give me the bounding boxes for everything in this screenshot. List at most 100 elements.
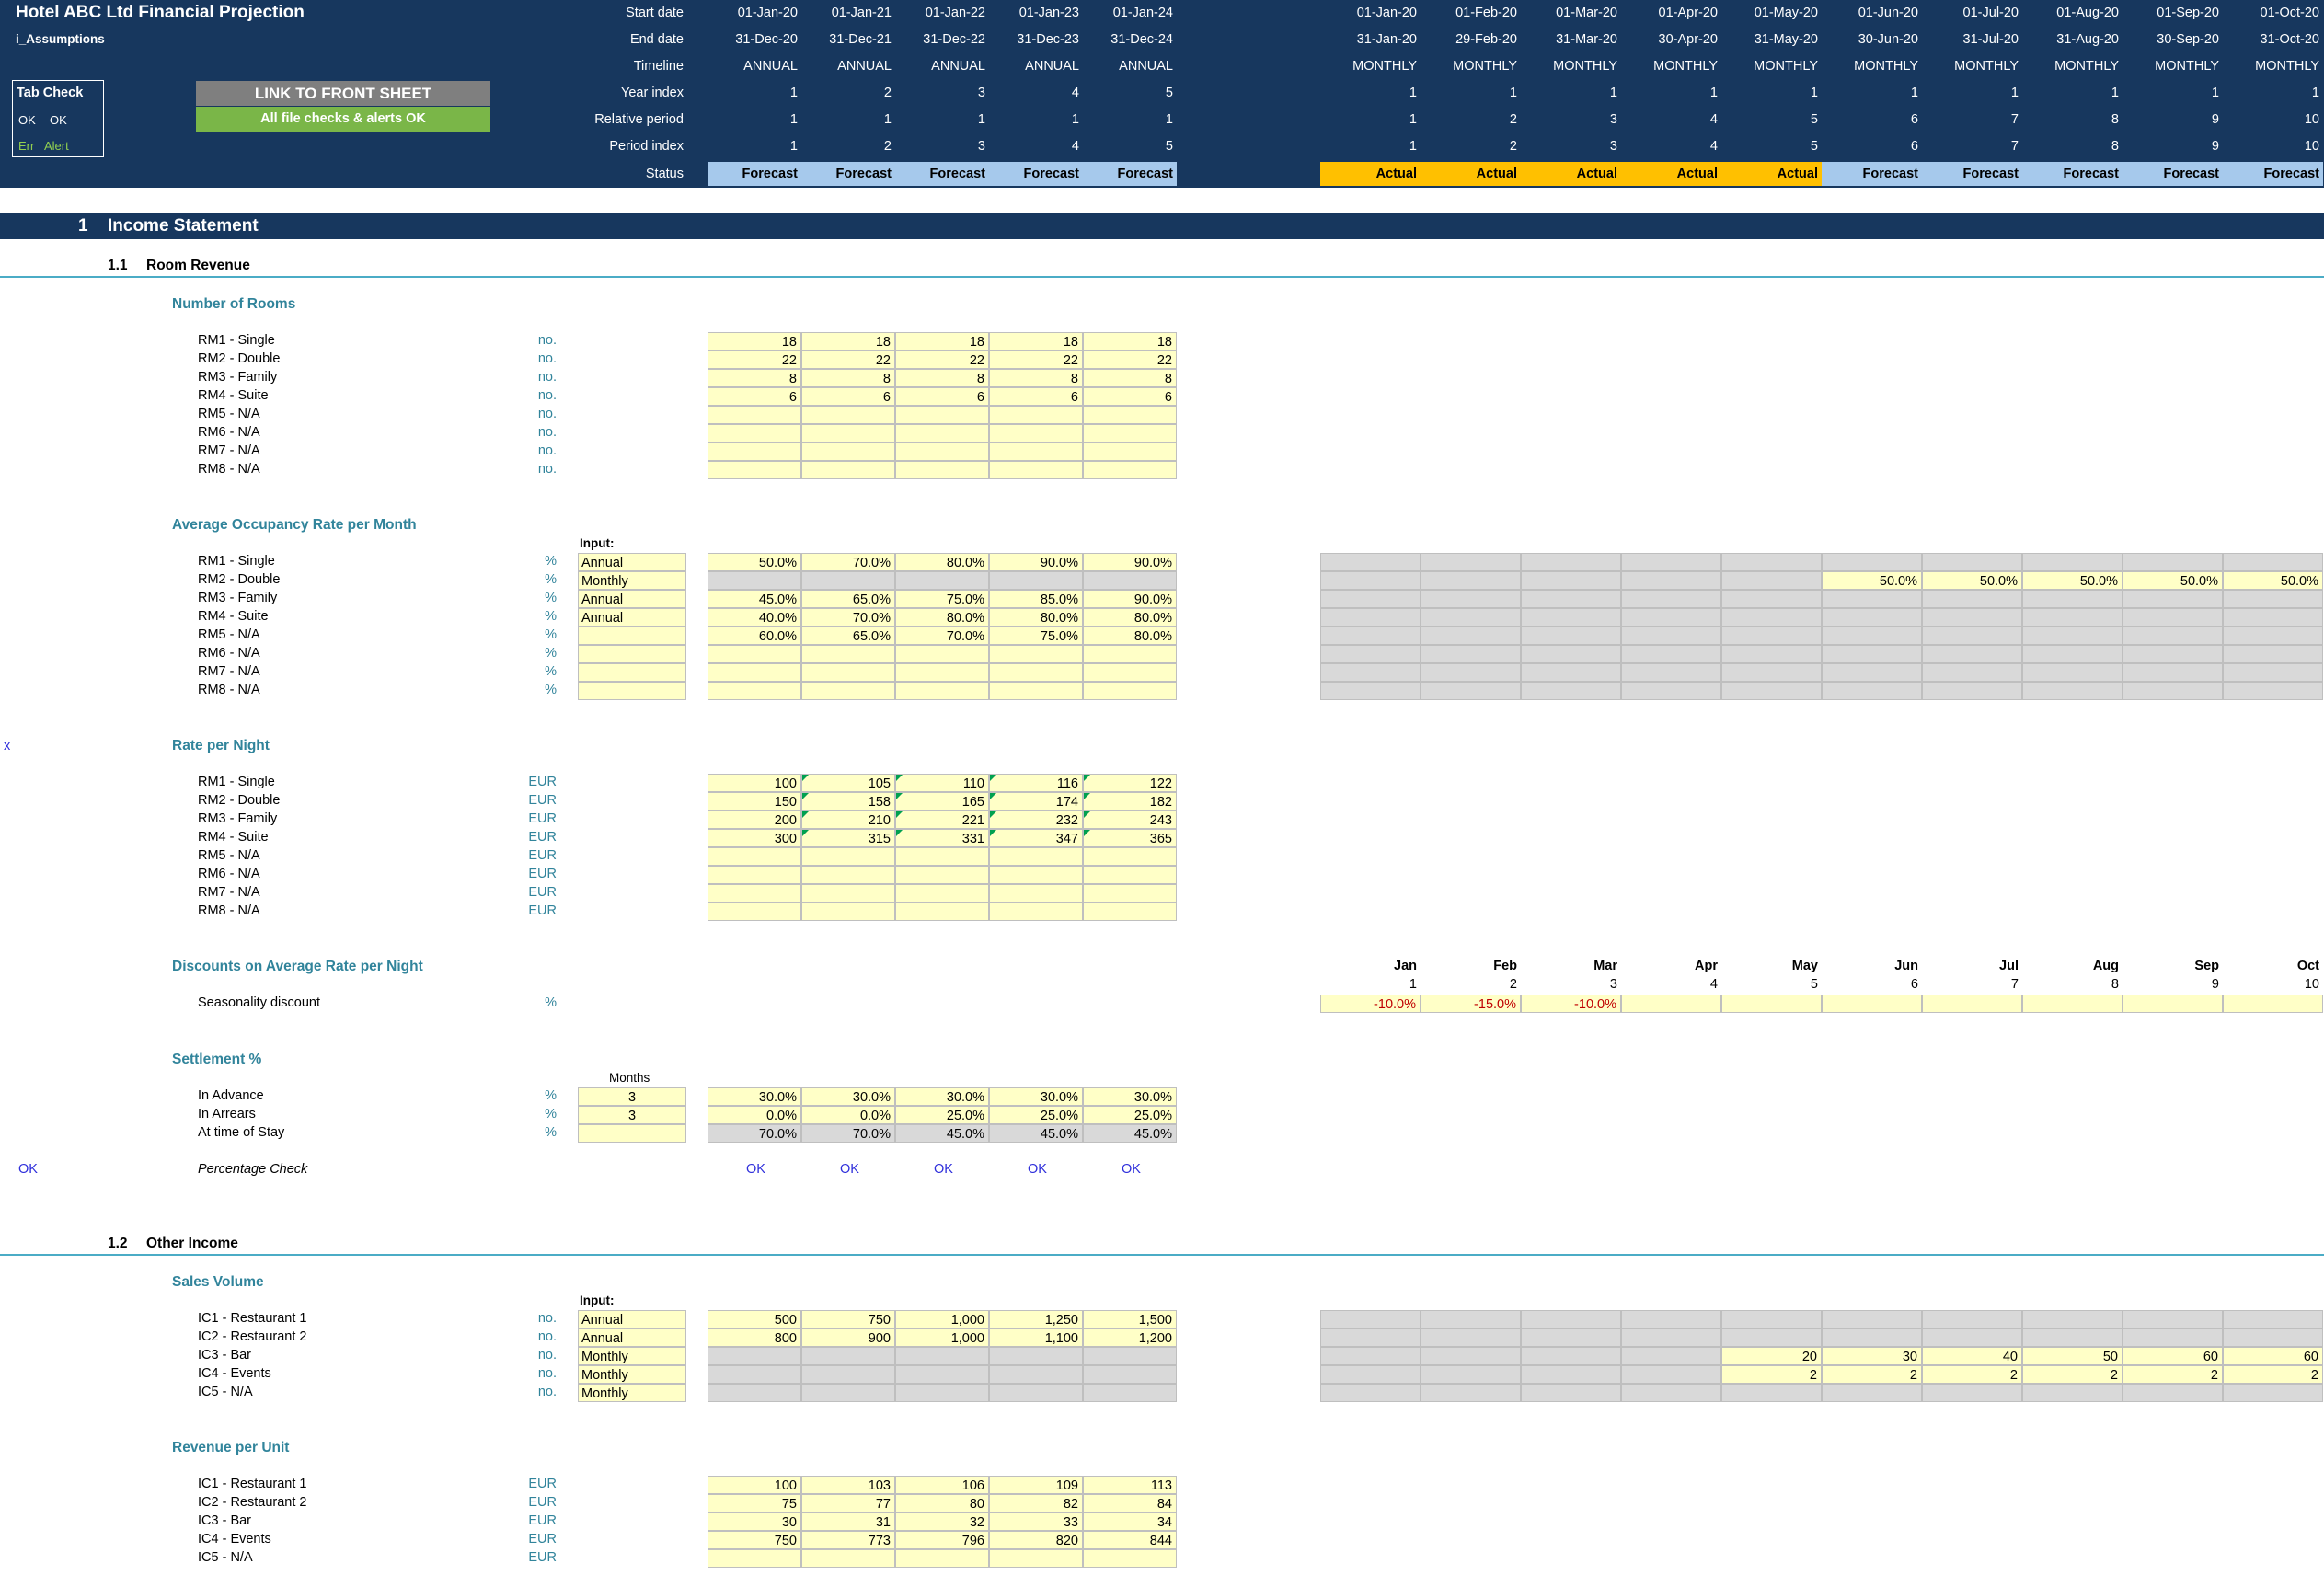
- settlement-months-input[interactable]: 3: [578, 1087, 686, 1106]
- value-cell[interactable]: [1083, 847, 1177, 866]
- value-cell[interactable]: [1083, 645, 1177, 663]
- monthly-cell[interactable]: 50: [2022, 1347, 2123, 1365]
- seasonality-discount-cell[interactable]: -15.0%: [1421, 995, 1521, 1013]
- value-cell[interactable]: 30.0%: [801, 1087, 895, 1106]
- value-cell[interactable]: [801, 884, 895, 903]
- seasonality-discount-cell[interactable]: [1621, 995, 1721, 1013]
- input-mode-select[interactable]: Annual: [578, 553, 686, 571]
- value-cell[interactable]: [895, 645, 989, 663]
- value-cell[interactable]: 165: [895, 792, 989, 811]
- value-cell[interactable]: 18: [801, 332, 895, 351]
- value-cell[interactable]: 70.0%: [895, 627, 989, 645]
- value-cell[interactable]: [1083, 903, 1177, 921]
- value-cell[interactable]: [895, 682, 989, 700]
- input-mode-select[interactable]: Monthly: [578, 1365, 686, 1384]
- input-mode-select[interactable]: [578, 645, 686, 663]
- value-cell[interactable]: [1083, 866, 1177, 884]
- value-cell[interactable]: 844: [1083, 1531, 1177, 1549]
- monthly-cell[interactable]: 50.0%: [2022, 571, 2123, 590]
- value-cell[interactable]: 33: [989, 1512, 1083, 1531]
- value-cell[interactable]: 30.0%: [989, 1087, 1083, 1106]
- value-cell[interactable]: 6: [989, 387, 1083, 406]
- value-cell[interactable]: 1,000: [895, 1310, 989, 1328]
- value-cell[interactable]: [895, 424, 989, 443]
- value-cell[interactable]: 221: [895, 811, 989, 829]
- value-cell[interactable]: [801, 903, 895, 921]
- value-cell[interactable]: [895, 406, 989, 424]
- value-cell[interactable]: 1,250: [989, 1310, 1083, 1328]
- value-cell[interactable]: 1,500: [1083, 1310, 1177, 1328]
- value-cell[interactable]: 900: [801, 1328, 895, 1347]
- monthly-cell[interactable]: 2: [2223, 1365, 2323, 1384]
- value-cell[interactable]: 796: [895, 1531, 989, 1549]
- value-cell[interactable]: [1083, 443, 1177, 461]
- value-cell[interactable]: [1083, 663, 1177, 682]
- monthly-cell[interactable]: 50.0%: [2123, 571, 2223, 590]
- value-cell[interactable]: [708, 903, 801, 921]
- value-cell[interactable]: [801, 406, 895, 424]
- value-cell[interactable]: 750: [708, 1531, 801, 1549]
- value-cell[interactable]: [708, 461, 801, 479]
- value-cell[interactable]: 1,100: [989, 1328, 1083, 1347]
- input-mode-select[interactable]: Annual: [578, 1328, 686, 1347]
- value-cell[interactable]: [801, 461, 895, 479]
- value-cell[interactable]: 18: [895, 332, 989, 351]
- value-cell[interactable]: 750: [801, 1310, 895, 1328]
- value-cell[interactable]: 100: [708, 1476, 801, 1494]
- input-mode-select[interactable]: Annual: [578, 1310, 686, 1328]
- value-cell[interactable]: 85.0%: [989, 590, 1083, 608]
- input-mode-select[interactable]: Annual: [578, 608, 686, 627]
- value-cell[interactable]: 45.0%: [708, 590, 801, 608]
- value-cell[interactable]: 80: [895, 1494, 989, 1512]
- value-cell[interactable]: 300: [708, 829, 801, 847]
- value-cell[interactable]: 90.0%: [989, 553, 1083, 571]
- monthly-cell[interactable]: 50.0%: [2223, 571, 2323, 590]
- value-cell[interactable]: [989, 682, 1083, 700]
- value-cell[interactable]: 84: [1083, 1494, 1177, 1512]
- value-cell[interactable]: 315: [801, 829, 895, 847]
- value-cell[interactable]: 800: [708, 1328, 801, 1347]
- value-cell[interactable]: 18: [708, 332, 801, 351]
- value-cell[interactable]: [989, 424, 1083, 443]
- value-cell[interactable]: 50.0%: [708, 553, 801, 571]
- value-cell[interactable]: 243: [1083, 811, 1177, 829]
- value-cell[interactable]: 200: [708, 811, 801, 829]
- monthly-cell[interactable]: 2: [1721, 1365, 1822, 1384]
- value-cell[interactable]: [801, 443, 895, 461]
- input-mode-select[interactable]: [578, 663, 686, 682]
- value-cell[interactable]: 80.0%: [895, 553, 989, 571]
- input-mode-select[interactable]: Monthly: [578, 1347, 686, 1365]
- value-cell[interactable]: [895, 443, 989, 461]
- value-cell[interactable]: 70.0%: [801, 553, 895, 571]
- value-cell[interactable]: 77: [801, 1494, 895, 1512]
- seasonality-discount-cell[interactable]: [2022, 995, 2123, 1013]
- value-cell[interactable]: 8: [989, 369, 1083, 387]
- value-cell[interactable]: 40.0%: [708, 608, 801, 627]
- value-cell[interactable]: [708, 682, 801, 700]
- value-cell[interactable]: [801, 847, 895, 866]
- value-cell[interactable]: 105: [801, 774, 895, 792]
- seasonality-discount-cell[interactable]: [1721, 995, 1822, 1013]
- value-cell[interactable]: 8: [801, 369, 895, 387]
- value-cell[interactable]: 30.0%: [895, 1087, 989, 1106]
- value-cell[interactable]: 75.0%: [989, 627, 1083, 645]
- seasonality-discount-cell[interactable]: -10.0%: [1320, 995, 1421, 1013]
- value-cell[interactable]: 1,000: [895, 1328, 989, 1347]
- value-cell[interactable]: [1083, 424, 1177, 443]
- monthly-cell[interactable]: 2: [1822, 1365, 1922, 1384]
- input-mode-select[interactable]: Monthly: [578, 571, 686, 590]
- value-cell[interactable]: 820: [989, 1531, 1083, 1549]
- value-cell[interactable]: 22: [895, 351, 989, 369]
- value-cell[interactable]: [801, 682, 895, 700]
- value-cell[interactable]: [989, 866, 1083, 884]
- value-cell[interactable]: 8: [708, 369, 801, 387]
- value-cell[interactable]: 75: [708, 1494, 801, 1512]
- value-cell[interactable]: 174: [989, 792, 1083, 811]
- value-cell[interactable]: 18: [989, 332, 1083, 351]
- value-cell[interactable]: 22: [989, 351, 1083, 369]
- value-cell[interactable]: 773: [801, 1531, 895, 1549]
- value-cell[interactable]: 106: [895, 1476, 989, 1494]
- monthly-cell[interactable]: 60: [2123, 1347, 2223, 1365]
- value-cell[interactable]: 500: [708, 1310, 801, 1328]
- value-cell[interactable]: 182: [1083, 792, 1177, 811]
